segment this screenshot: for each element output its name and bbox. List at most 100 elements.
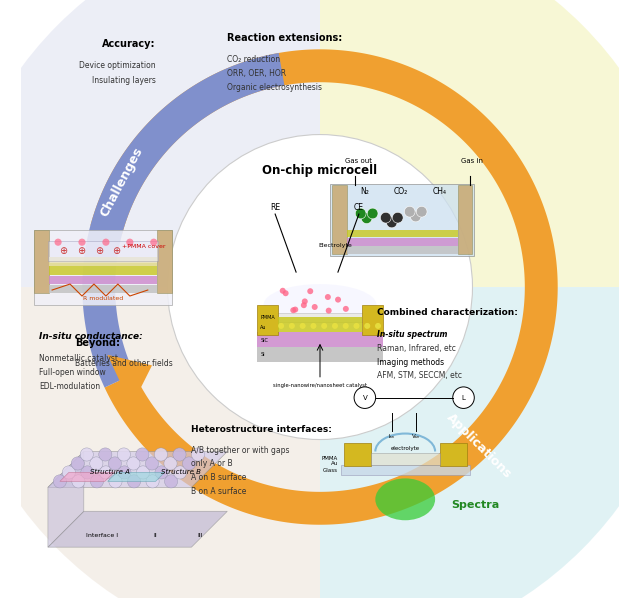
Polygon shape — [60, 472, 114, 481]
Bar — [344, 443, 371, 466]
Text: R modulated: R modulated — [83, 297, 123, 301]
Circle shape — [375, 323, 381, 329]
Text: ORR, OER, HOR: ORR, OER, HOR — [227, 69, 287, 78]
Text: Reaction extensions:: Reaction extensions: — [227, 33, 342, 43]
Circle shape — [387, 217, 397, 228]
Bar — [49, 285, 157, 293]
FancyBboxPatch shape — [330, 184, 474, 256]
Circle shape — [191, 448, 205, 461]
Bar — [341, 465, 470, 475]
Text: Batteries and other fields: Batteries and other fields — [75, 359, 173, 368]
Text: CH₄: CH₄ — [433, 187, 447, 196]
Circle shape — [80, 448, 93, 461]
Text: PMMA: PMMA — [322, 456, 338, 461]
Bar — [257, 332, 383, 347]
Text: In-situ conductance:: In-situ conductance: — [39, 332, 143, 341]
Text: II: II — [154, 533, 157, 538]
Bar — [278, 317, 362, 332]
Text: RE: RE — [270, 203, 280, 212]
Circle shape — [321, 323, 327, 329]
Circle shape — [404, 206, 415, 217]
Text: In-situ spectrum: In-situ spectrum — [377, 330, 447, 339]
Circle shape — [99, 448, 112, 461]
Text: CE: CE — [354, 203, 364, 212]
Text: Gas in: Gas in — [461, 158, 483, 164]
Circle shape — [146, 475, 159, 488]
Text: Imaging methods: Imaging methods — [377, 358, 444, 367]
Bar — [347, 238, 458, 246]
Polygon shape — [83, 53, 284, 388]
Circle shape — [301, 302, 307, 308]
Bar — [362, 305, 383, 335]
Text: A/B together or with gaps: A/B together or with gaps — [191, 446, 290, 454]
Circle shape — [90, 457, 103, 470]
Bar — [49, 263, 157, 275]
Circle shape — [361, 213, 372, 224]
Circle shape — [164, 457, 177, 470]
Text: Glass: Glass — [323, 468, 338, 473]
Bar — [257, 347, 383, 362]
Bar — [347, 246, 458, 254]
Text: Beyond:: Beyond: — [75, 338, 120, 348]
Ellipse shape — [375, 478, 435, 520]
Ellipse shape — [264, 284, 376, 326]
Circle shape — [136, 448, 149, 461]
Bar — [34, 230, 49, 293]
Circle shape — [392, 212, 403, 223]
Circle shape — [416, 206, 427, 217]
Text: A on B surface: A on B surface — [191, 473, 247, 482]
Text: only A or B: only A or B — [191, 459, 233, 468]
Text: V: V — [362, 395, 367, 401]
Circle shape — [367, 208, 378, 219]
Text: On-chip microcell: On-chip microcell — [262, 164, 378, 177]
Circle shape — [173, 466, 187, 479]
Circle shape — [54, 239, 61, 246]
Circle shape — [354, 387, 376, 408]
Bar — [49, 276, 157, 284]
Text: ⊕: ⊕ — [95, 246, 103, 256]
Circle shape — [155, 466, 168, 479]
Circle shape — [145, 457, 159, 470]
Text: single-nanowire/nanosheet catalyst: single-nanowire/nanosheet catalyst — [273, 383, 367, 388]
Text: Nonmetallic catalyst: Nonmetallic catalyst — [39, 354, 118, 363]
Text: Au: Au — [260, 325, 267, 330]
Text: Iₐₙ: Iₐₙ — [388, 434, 395, 438]
Circle shape — [410, 211, 421, 222]
Circle shape — [289, 323, 295, 329]
Circle shape — [452, 387, 474, 408]
Circle shape — [53, 475, 67, 488]
Circle shape — [307, 288, 313, 294]
Circle shape — [355, 208, 366, 219]
Text: Spectra: Spectra — [451, 501, 500, 510]
Polygon shape — [48, 511, 227, 547]
Wedge shape — [0, 0, 320, 287]
Text: CO₂: CO₂ — [394, 187, 408, 196]
Text: Combined characterization:: Combined characterization: — [377, 308, 518, 317]
Text: Electrolyte: Electrolyte — [318, 243, 352, 248]
Circle shape — [71, 457, 84, 470]
Circle shape — [310, 323, 316, 329]
Circle shape — [173, 448, 186, 461]
Text: Au: Au — [331, 461, 338, 466]
Bar — [49, 257, 157, 266]
Text: Gas out: Gas out — [346, 158, 372, 164]
Text: Accuracy:: Accuracy: — [102, 39, 156, 49]
Circle shape — [343, 323, 349, 329]
Circle shape — [154, 448, 168, 461]
Circle shape — [325, 294, 331, 300]
Polygon shape — [48, 451, 227, 487]
Text: Applications: Applications — [444, 410, 514, 481]
Text: Challenges: Challenges — [98, 145, 146, 219]
Text: Structure B: Structure B — [161, 469, 201, 475]
Text: Insulating layers: Insulating layers — [92, 76, 156, 85]
Text: ⊕: ⊕ — [59, 246, 67, 256]
Text: CO₂ reduction: CO₂ reduction — [227, 55, 280, 64]
Text: Raman, Infrared, etc: Raman, Infrared, etc — [377, 344, 456, 353]
Circle shape — [380, 212, 391, 223]
Wedge shape — [320, 0, 640, 287]
Text: B on A surface: B on A surface — [191, 487, 247, 496]
Circle shape — [127, 457, 140, 470]
Circle shape — [302, 298, 308, 304]
Circle shape — [292, 307, 298, 313]
Bar — [458, 185, 472, 254]
